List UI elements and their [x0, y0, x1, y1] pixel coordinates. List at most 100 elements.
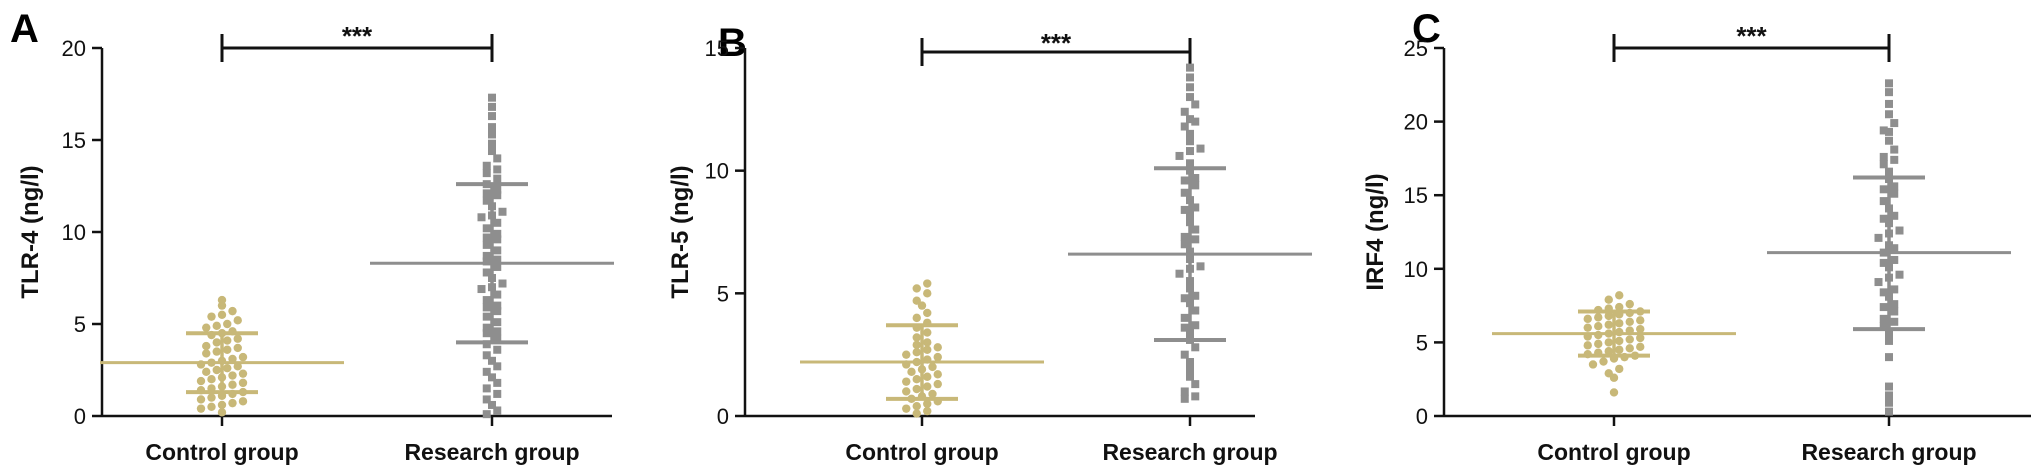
data-point [1879, 214, 1888, 223]
data-point [238, 397, 248, 406]
data-point [1625, 335, 1634, 344]
data-point [493, 218, 502, 227]
data-point [488, 102, 496, 111]
data-point [493, 389, 502, 398]
data-point [196, 404, 206, 413]
data-point [1885, 127, 1893, 136]
data-point [488, 400, 496, 409]
data-point [196, 395, 206, 404]
data-point [493, 318, 502, 327]
data-point [902, 350, 911, 359]
data-point [482, 367, 491, 376]
data-point [923, 328, 932, 337]
data-point [196, 376, 206, 386]
data-point [1180, 387, 1189, 396]
data-point [1191, 203, 1200, 212]
data-point [1604, 320, 1613, 329]
y-tick-label: 15 [62, 128, 86, 153]
data-point [1890, 244, 1899, 253]
data-point [907, 367, 916, 377]
data-point [238, 369, 248, 378]
data-point [1885, 329, 1893, 338]
data-point [488, 147, 496, 156]
y-tick-label: 5 [717, 281, 729, 306]
data-point [488, 139, 496, 148]
y-tick-label: 25 [1404, 36, 1428, 61]
data-point [1879, 314, 1888, 323]
data-point [1890, 300, 1899, 309]
data-point [1583, 323, 1592, 332]
data-point [1191, 117, 1200, 126]
data-point [1604, 347, 1613, 356]
data-point [1879, 258, 1888, 267]
data-point [923, 345, 932, 354]
data-point [1196, 262, 1205, 271]
data-point [1625, 317, 1634, 326]
y-tick-label: 0 [74, 404, 86, 429]
data-point [923, 308, 932, 318]
data-point [923, 338, 932, 347]
data-point [1636, 316, 1645, 325]
data-point [1895, 226, 1904, 235]
data-point [493, 174, 502, 183]
data-point [1594, 322, 1603, 331]
data-point [1180, 394, 1189, 403]
data-point [1186, 83, 1194, 92]
data-point [1191, 181, 1200, 190]
data-point [1191, 174, 1200, 183]
data-point [482, 189, 491, 198]
data-point [1885, 110, 1893, 119]
data-point [928, 362, 937, 372]
data-point [923, 289, 932, 298]
control-group-series [1492, 291, 1736, 397]
data-point [493, 191, 502, 200]
data-point [912, 313, 921, 323]
data-point [1885, 407, 1893, 416]
panel-letter: A [10, 7, 39, 51]
data-point [1180, 240, 1189, 249]
data-point [488, 356, 496, 365]
data-point [482, 240, 491, 249]
x-category-label: Control group [145, 439, 298, 465]
data-point [238, 352, 248, 362]
data-point [1604, 311, 1613, 321]
data-point [1615, 291, 1624, 300]
data-point [1885, 99, 1893, 108]
y-tick-label: 20 [62, 36, 86, 61]
data-point [1890, 211, 1899, 220]
data-point [482, 410, 491, 419]
data-point [1636, 342, 1645, 352]
y-tick-label: 10 [1404, 257, 1428, 282]
data-point [1885, 336, 1893, 345]
data-point [1583, 341, 1592, 350]
data-point [1594, 313, 1603, 322]
data-point [493, 246, 502, 255]
data-point [1180, 294, 1189, 303]
y-tick-label: 15 [705, 36, 729, 61]
data-point [202, 367, 211, 377]
data-point [923, 382, 932, 391]
data-point [1879, 197, 1888, 206]
data-point [912, 384, 921, 394]
panel-c: C 0 5 10 15 20 25 Control group Research group IR… [1362, 7, 2031, 465]
y-tick-label: 0 [717, 404, 729, 429]
data-point [1186, 358, 1194, 367]
significance-label: *** [342, 21, 373, 51]
data-point [493, 334, 502, 343]
data-point [1879, 185, 1888, 194]
data-point [493, 307, 502, 316]
data-point [1180, 107, 1189, 116]
data-point [912, 409, 921, 418]
data-point [1609, 373, 1619, 382]
data-point [1636, 333, 1645, 343]
data-point [493, 290, 502, 299]
data-point [1599, 357, 1608, 366]
y-tick-label: 10 [62, 220, 86, 245]
data-point [923, 399, 932, 408]
data-point [488, 130, 496, 139]
data-point [1885, 391, 1893, 400]
data-point [1191, 306, 1200, 315]
y-tick-label: 15 [1404, 183, 1428, 208]
data-point [482, 329, 491, 338]
data-point [1895, 270, 1904, 279]
